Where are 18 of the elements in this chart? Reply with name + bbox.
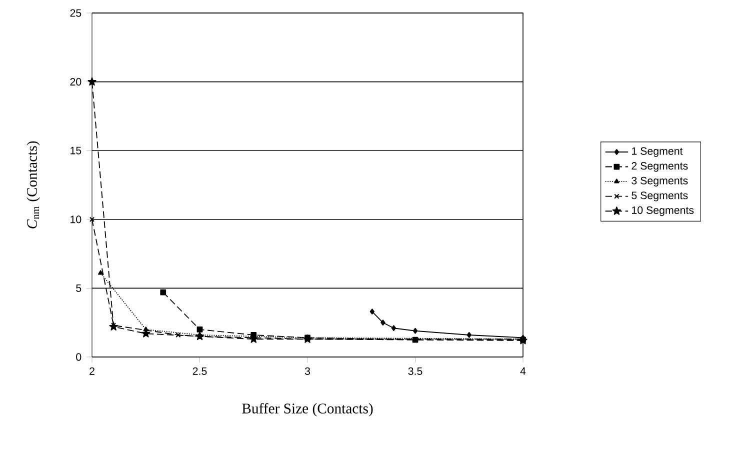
x-tick-label: 3.5: [408, 367, 422, 375]
y-tick-label: 20: [70, 78, 82, 86]
x-axis-title: Buffer Size (Contacts): [242, 402, 373, 416]
y-tick-label: 15: [70, 146, 82, 154]
x-tick-label: 2.5: [192, 367, 207, 375]
legend-label: 3 Segments: [632, 176, 688, 186]
x-tick-label: 2: [90, 367, 94, 375]
x-tick-label: 3: [304, 367, 310, 375]
legend-label: 10 Segments: [632, 206, 694, 216]
y-tick-label: 0: [76, 353, 82, 361]
y-axis-title: C$_{nm}$ (Contacts): [26, 141, 40, 228]
y-tick-label: 10: [70, 216, 82, 224]
legend-label: 5 Segments: [632, 192, 688, 202]
x-tick-label: 4: [520, 367, 526, 375]
y-tick-label: 25: [70, 9, 82, 17]
legend-label: 1 Segment: [632, 147, 683, 157]
y-tick-label: 5: [76, 284, 82, 292]
legend-label: 2 Segments: [632, 162, 688, 172]
